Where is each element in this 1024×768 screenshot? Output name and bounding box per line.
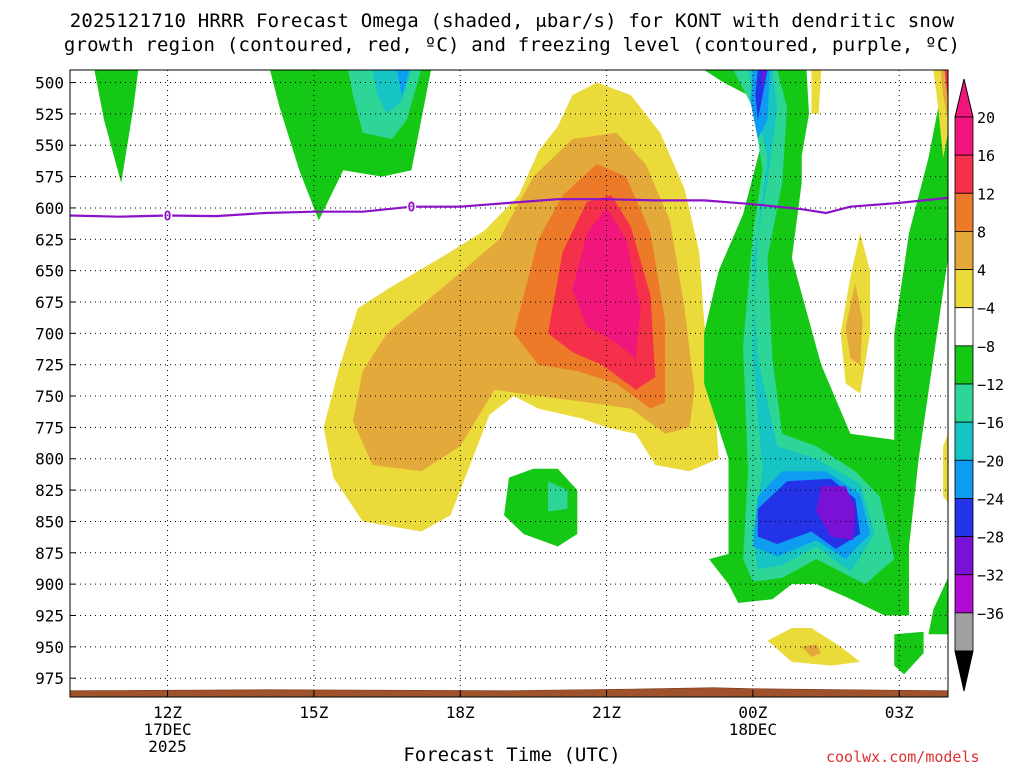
freezing-level-line xyxy=(70,196,948,218)
y-tick-label: 575 xyxy=(35,168,64,187)
colorbar-label: −32 xyxy=(977,567,1004,585)
colorbar: 20 16 12 8 4 −4 −8 −12 −16 −20 −24 −28 −32 −36 xyxy=(954,78,1004,692)
surface-terrain xyxy=(70,687,948,697)
omega-region-33 xyxy=(811,70,822,114)
x-tick-label: 18Z xyxy=(446,703,475,722)
omega-region-28 xyxy=(761,70,766,89)
colorbar-bottom-arrow xyxy=(954,650,974,692)
colorbar-swatch xyxy=(954,421,974,461)
colorbar-label: −28 xyxy=(977,529,1004,547)
colorbar-swatch xyxy=(954,536,974,576)
y-tick-label: 675 xyxy=(35,293,64,312)
x-tick-label: 03Z xyxy=(885,703,914,722)
chart-title-line2: growth region (contoured, red, ºC) and f… xyxy=(63,34,961,56)
y-tick-label: 750 xyxy=(35,387,64,406)
colorbar-swatch xyxy=(954,154,974,194)
colorbar-label: −12 xyxy=(977,376,1004,394)
x-tick-label: 2025 xyxy=(148,737,187,756)
y-tick-label: 550 xyxy=(35,136,64,155)
freezing-level-label: 0 xyxy=(408,201,416,216)
colorbar-label: 8 xyxy=(977,223,986,241)
omega-region-14 xyxy=(396,70,409,96)
omega-region-9 xyxy=(801,644,822,657)
omega-region-7 xyxy=(845,283,863,365)
colorbar-swatch xyxy=(954,574,974,614)
freezing-level-contour: 00 xyxy=(70,196,948,226)
x-tick-label: 12Z xyxy=(153,703,182,722)
colorbar-label: −20 xyxy=(977,452,1004,470)
chart-title-line1: 2025121710 HRRR Forecast Omega (shaded, … xyxy=(69,10,955,32)
y-tick-label: 525 xyxy=(35,105,64,124)
colorbar-label: 16 xyxy=(977,147,995,165)
y-tick-label: 725 xyxy=(35,356,64,375)
x-tick-label: 21Z xyxy=(592,703,621,722)
omega-region-10 xyxy=(94,70,139,183)
x-tick-label: 15Z xyxy=(299,703,328,722)
colorbar-label: 4 xyxy=(977,262,986,280)
colorbar-swatch xyxy=(954,459,974,499)
colorbar-swatch xyxy=(954,116,974,156)
y-tick-label: 950 xyxy=(35,638,64,657)
colorbar-swatch xyxy=(954,345,974,385)
omega-region-4 xyxy=(572,207,641,359)
y-tick-label: 625 xyxy=(35,230,64,249)
colorbar-top-arrow xyxy=(954,78,974,118)
omega-region-19 xyxy=(928,577,948,635)
source-credit: coolwx.com/models xyxy=(826,748,980,766)
colorbar-label: 12 xyxy=(977,185,995,203)
y-tick-label: 700 xyxy=(35,324,64,343)
y-tick-label: 800 xyxy=(35,450,64,469)
colorbar-label: −36 xyxy=(977,605,1004,623)
colorbar-label: −16 xyxy=(977,414,1004,432)
y-tick-label: 875 xyxy=(35,544,64,563)
colorbar-label: −8 xyxy=(977,338,995,356)
x-tick-label: 18DEC xyxy=(729,720,777,739)
y-tick-label: 850 xyxy=(35,512,64,531)
colorbar-swatch xyxy=(954,231,974,270)
colorbar-label: −24 xyxy=(977,490,1004,508)
colorbar-swatch xyxy=(954,383,974,423)
colorbar-label: 20 xyxy=(977,109,995,127)
y-tick-label: 650 xyxy=(35,262,64,281)
omega-region-27 xyxy=(816,486,856,541)
omega-region-20 xyxy=(894,631,924,675)
omega-region-16 xyxy=(548,481,568,512)
y-tick-label: 975 xyxy=(35,669,64,688)
freezing-level-label: 0 xyxy=(164,209,172,224)
colorbar-swatch xyxy=(954,307,974,347)
colorbar-swatch xyxy=(954,269,974,309)
y-axis: 500 525 550 575 600 625 650 675 700 725 750 775 800 8… xyxy=(35,74,76,688)
y-tick-label: 775 xyxy=(35,418,64,437)
colorbar-label: −4 xyxy=(977,300,995,318)
omega-region-32 xyxy=(943,433,948,503)
x-axis-label: Forecast Time (UTC) xyxy=(403,744,621,766)
y-tick-label: 925 xyxy=(35,606,64,625)
terrain-fill xyxy=(70,687,948,697)
y-tick-label: 825 xyxy=(35,481,64,500)
colorbar-swatch xyxy=(954,498,974,537)
y-tick-label: 900 xyxy=(35,575,64,594)
x-tick-label: 17DEC xyxy=(143,720,191,739)
y-tick-label: 600 xyxy=(35,199,64,218)
omega-region-25 xyxy=(755,70,768,121)
x-tick-label: 00Z xyxy=(738,703,767,722)
omega-region-31 xyxy=(944,70,948,102)
y-tick-label: 500 xyxy=(35,74,64,93)
colorbar-swatch xyxy=(954,192,974,232)
colorbar-swatch xyxy=(954,612,974,652)
plot-frame xyxy=(69,69,949,698)
